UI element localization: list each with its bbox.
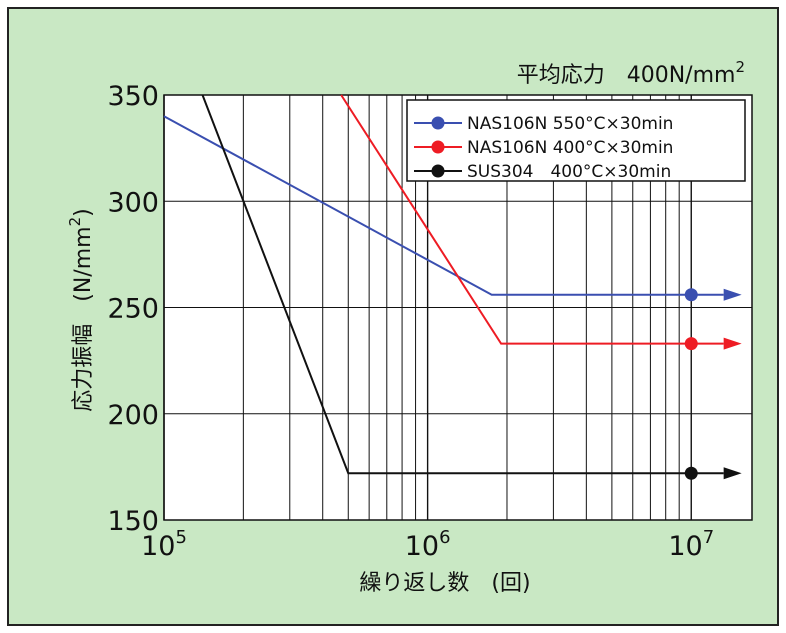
legend-label: NAS106N 400°C×30min <box>467 138 673 158</box>
legend-item-0: NAS106N 550°C×30min <box>414 114 673 134</box>
x-tick-exponent: 6 <box>439 527 450 548</box>
chart-title-superscript: 2 <box>735 58 745 76</box>
y-axis-label-superscript: 2 <box>66 217 84 227</box>
y-tick-label: 350 <box>107 81 159 112</box>
series-1 <box>340 94 742 351</box>
y-axis-label-text: 応力振幅 (N/mm <box>71 226 96 411</box>
x-tick-exponent: 7 <box>703 527 714 548</box>
legend-marker <box>431 116 445 130</box>
legend-label: SUS304 400°C×30min <box>467 162 671 182</box>
x-tick-label: 106 <box>405 527 451 562</box>
series-line <box>340 94 724 345</box>
series-line <box>163 115 724 296</box>
legend-item-1: NAS106N 400°C×30min <box>414 138 673 158</box>
legend-item-2: SUS304 400°C×30min <box>414 162 671 182</box>
panel-border <box>7 7 779 626</box>
legend-items: NAS106N 550°C×30min NAS106N 400°C×30min SU… <box>414 114 673 182</box>
series-0 <box>163 115 742 302</box>
x-tick-base: 10 <box>141 531 175 562</box>
chart-title-text: 平均応力 400N/mm <box>517 63 736 88</box>
y-tick-labels: 150 200 250 300 350 <box>107 81 159 537</box>
x-tick-base: 10 <box>405 531 439 562</box>
x-tick-label: 105 <box>141 527 187 562</box>
series-line <box>201 94 724 475</box>
x-tick-exponent: 5 <box>175 527 186 548</box>
series-arrowhead <box>723 288 742 301</box>
series-marker <box>684 288 698 302</box>
x-axis-label: 繰り返し数 (回) <box>359 571 530 596</box>
series-arrowhead <box>723 467 742 480</box>
legend-marker <box>431 140 445 154</box>
y-axis-label-tail: ) <box>71 208 96 217</box>
x-tick-base: 10 <box>668 531 702 562</box>
plot-border <box>163 94 753 521</box>
y-tick-label: 150 <box>107 506 159 537</box>
x-tick-label: 107 <box>668 527 714 562</box>
legend-box <box>406 99 746 182</box>
legend: NAS106N 550°C×30min NAS106N 400°C×30min SU… <box>406 99 746 182</box>
y-tick-label: 200 <box>107 400 159 431</box>
series-group <box>163 94 742 480</box>
series-marker <box>684 337 698 351</box>
legend-label: NAS106N 550°C×30min <box>467 114 673 134</box>
series-2 <box>201 94 742 480</box>
y-tick-label: 250 <box>107 294 159 325</box>
y-tick-label: 300 <box>107 187 159 218</box>
chart-title: 平均応力 400N/mm2 <box>517 58 745 88</box>
legend-marker <box>431 164 445 178</box>
series-marker <box>684 466 698 480</box>
y-axis-label: 応力振幅 (N/mm2) <box>66 208 96 411</box>
x-tick-labels: 105 106 107 <box>141 527 714 562</box>
series-arrowhead <box>723 337 742 350</box>
